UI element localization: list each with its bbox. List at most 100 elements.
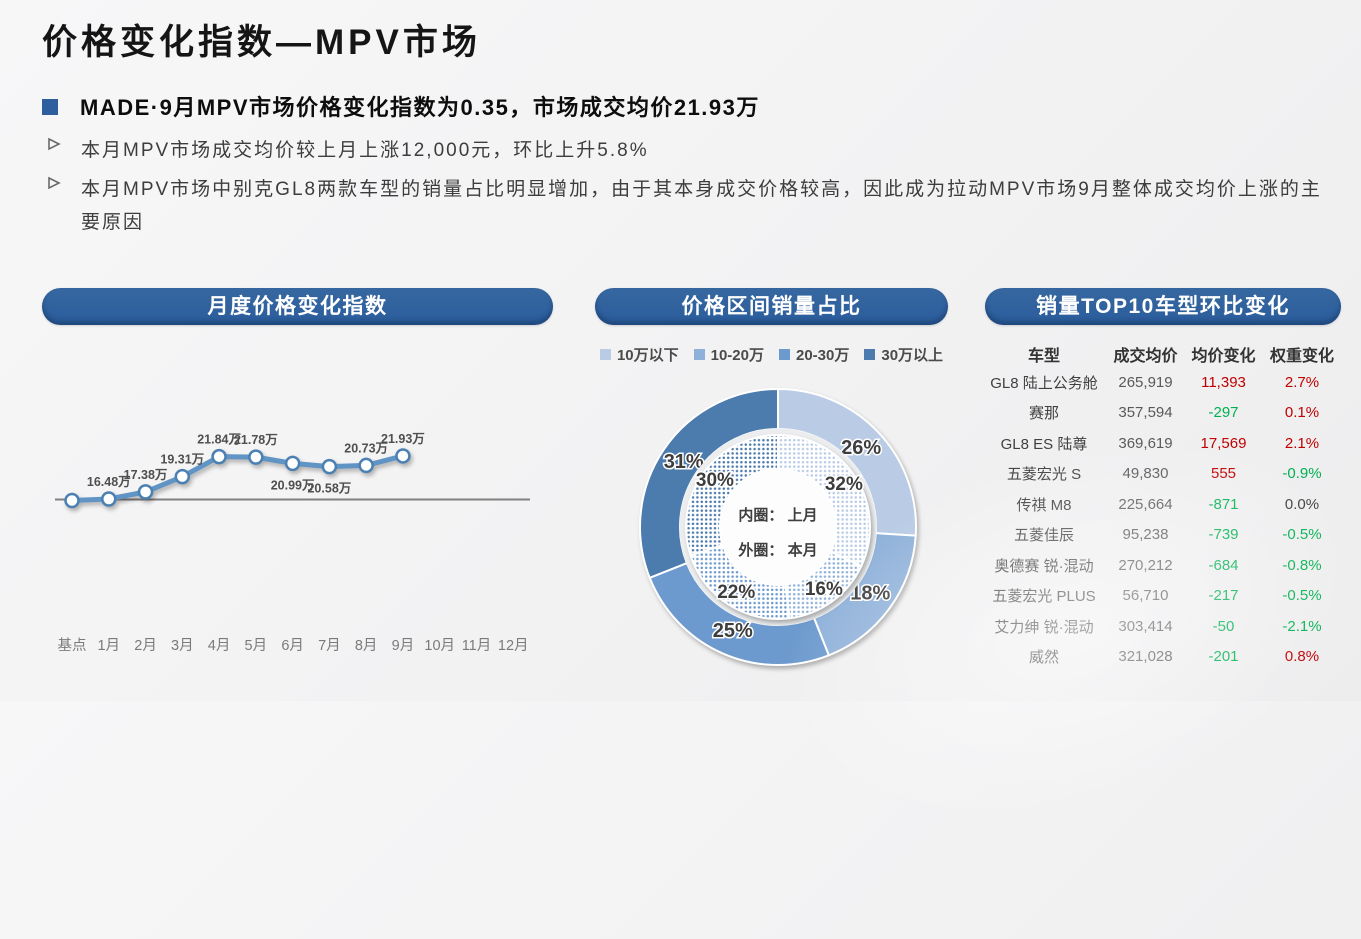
table-cell: -871 — [1208, 495, 1239, 513]
table-cell: 270,212 — [1118, 556, 1173, 574]
table-cell: -0.5% — [1282, 587, 1322, 605]
model-name-cell: 奥德赛 锐·混动 — [994, 557, 1094, 575]
arrow-bullet-icon — [47, 176, 61, 239]
arrow-bullet-icon — [47, 137, 61, 167]
table-header: 成交均价 — [1113, 348, 1178, 365]
point-value-label: 21.93万 — [381, 432, 425, 446]
x-axis-tick-label: 10月 — [424, 638, 455, 654]
headline-text: MADE·9月MPV市场价格变化指数为0.35，市场成交均价21.93万 — [80, 95, 760, 120]
model-name-cell: 五菱佳辰 — [1013, 527, 1074, 545]
legend-swatch-icon — [779, 349, 790, 360]
headline-row: MADE·9月MPV市场价格变化指数为0.35，市场成交均价21.93万 — [42, 90, 760, 122]
square-bullet-icon — [42, 99, 58, 115]
banner-monthly-index: 月度价格变化指数 — [42, 288, 553, 325]
table-cell: 56,710 — [1122, 587, 1169, 605]
table-cell: -739 — [1208, 526, 1239, 544]
point-value-label: 20.99万 — [271, 478, 315, 492]
donut-center-note: 外圈： 本月 — [737, 541, 817, 559]
table-cell: -217 — [1208, 587, 1239, 605]
bullet-2-text: 本月MPV市场中别克GL8两款车型的销量占比明显增加，由于其本身成交价格较高，因… — [81, 179, 1322, 233]
data-point-marker — [284, 455, 301, 472]
model-name-cell: GL8 陆上公务舱 — [990, 374, 1098, 392]
x-axis-tick-label: 5月 — [245, 638, 268, 654]
data-point-marker — [101, 491, 117, 507]
table-cell: 225,664 — [1118, 495, 1173, 513]
donut-center-note: 内圈： 上月 — [738, 506, 817, 524]
table-header: 均价变化 — [1191, 348, 1256, 365]
x-axis-tick-label: 基点 — [58, 637, 87, 654]
legend-label: 10万以下 — [616, 347, 679, 364]
point-value-label: 21.84万 — [197, 433, 241, 447]
model-name-cell: 艾力绅 锐·混动 — [994, 618, 1094, 636]
inner-ring — [685, 433, 871, 620]
outer-ring-percent-label: 25% — [713, 620, 753, 642]
point-value-label: 19.31万 — [160, 453, 204, 467]
inner-ring-percent-label: 32% — [825, 474, 863, 495]
legend-swatch-icon — [864, 349, 876, 360]
table-cell: 0.0% — [1284, 495, 1320, 513]
x-axis-tick-label: 3月 — [171, 638, 194, 654]
model-name-cell: 五菱宏光 S — [1006, 466, 1082, 484]
table-cell: 95,238 — [1122, 526, 1169, 544]
top10-table: 车型 成交均价 均价变化 权重变化 GL8 陆上公务舱 265,919 11,393 2.7%… — [985, 341, 1345, 672]
inner-ring-percent-label: 30% — [696, 470, 734, 491]
x-axis-tick-label: 8月 — [355, 638, 378, 654]
table-header: 车型 — [1027, 348, 1060, 365]
inner-ring-slice — [777, 433, 871, 568]
data-point-marker — [211, 448, 227, 465]
inner-ring-slice — [685, 433, 779, 557]
table-cell: -684 — [1208, 556, 1239, 574]
point-value-label: 20.58万 — [307, 482, 351, 496]
table-cell: 369,619 — [1118, 434, 1173, 452]
table-cell: 0.8% — [1284, 648, 1320, 666]
x-axis-tick-label: 6月 — [281, 638, 304, 654]
inner-ring-percent-label: 16% — [805, 579, 843, 600]
x-axis-tick-label: 12月 — [498, 638, 529, 654]
legend-label: 20-30万 — [796, 347, 850, 364]
point-value-label: 17.38万 — [124, 468, 168, 482]
data-point-marker — [64, 492, 80, 509]
model-name-cell: 传祺 M8 — [1016, 496, 1072, 514]
data-point-marker — [137, 484, 154, 500]
inner-ring-percent-label: 22% — [717, 582, 755, 603]
banner-top10-table: 销量TOP10车型环比变化 — [985, 288, 1341, 325]
model-name-cell: GL8 ES 陆尊 — [1000, 435, 1088, 453]
x-axis-tick-label: 7月 — [318, 638, 341, 654]
model-name-cell: 威然 — [1028, 649, 1059, 667]
table-cell: -201 — [1208, 648, 1239, 666]
table-cell: -50 — [1212, 617, 1235, 635]
page-title: 价格变化指数—MPV市场 — [42, 23, 481, 62]
x-axis-tick-label: 11月 — [462, 638, 492, 654]
legend-swatch-icon — [693, 349, 705, 360]
banner-price-range-share: 价格区间销量占比 — [595, 288, 948, 325]
inner-ring-labels: 32% 16% 22% 30% — [694, 469, 864, 605]
table-cell: 555 — [1210, 465, 1237, 483]
table-cell: 2.1% — [1284, 434, 1320, 452]
model-name-cell: 赛那 — [1028, 405, 1059, 423]
bullet-1: 本月MPV市场成交均价较上月上涨12,000元，环比上升5.8% — [47, 134, 649, 167]
x-axis-tick-label: 1月 — [97, 638, 120, 654]
table-cell: -0.8% — [1282, 556, 1322, 574]
table-cell: 2.7% — [1284, 373, 1320, 391]
table-cell: -0.5% — [1282, 526, 1322, 544]
table-cell: 17,569 — [1200, 434, 1247, 452]
bullet-1-text: 本月MPV市场成交均价较上月上涨12,000元，环比上升5.8% — [81, 140, 649, 161]
table-cell: -2.1% — [1282, 617, 1322, 635]
legend-item: 10-20万 — [693, 344, 764, 365]
legend-item: 30万以上 — [864, 344, 943, 365]
x-axis-tick-label: 2月 — [134, 638, 157, 654]
legend-label: 10-20万 — [710, 347, 764, 364]
bullet-2: 本月MPV市场中别克GL8两款车型的销量占比明显增加，由于其本身成交价格较高，因… — [47, 173, 1326, 239]
legend-label: 30万以上 — [881, 347, 944, 364]
line-series — [64, 448, 411, 509]
table-cell: 321,028 — [1118, 648, 1173, 666]
table-cell: -297 — [1208, 404, 1239, 422]
point-value-label: 21.78万 — [234, 433, 278, 447]
table-cell: 49,830 — [1122, 465, 1169, 483]
x-axis-tick-label: 4月 — [208, 638, 231, 654]
table-header: 权重变化 — [1269, 348, 1334, 365]
table-cell: 303,414 — [1118, 617, 1173, 635]
